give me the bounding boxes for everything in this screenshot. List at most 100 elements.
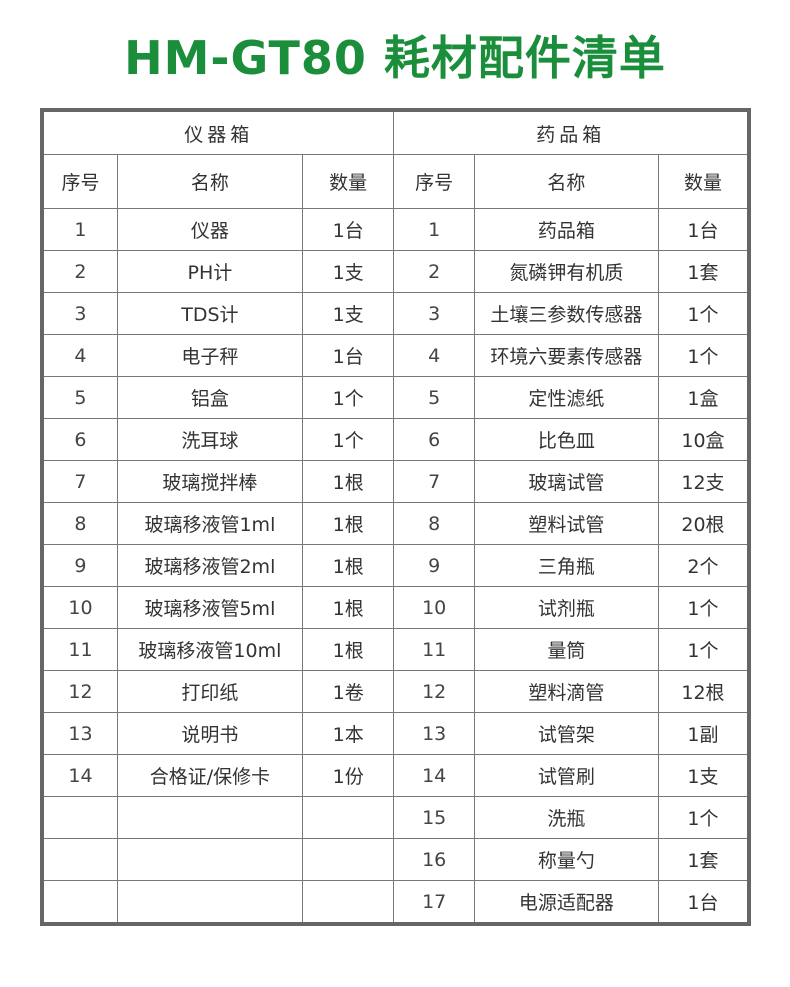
- item-quantity: 1卷: [301, 670, 395, 713]
- item-quantity: 1个: [657, 334, 750, 377]
- item-number: 4: [393, 334, 475, 377]
- column-header-row: 序号 名称 数量 序号 名称 数量: [41, 154, 750, 209]
- item-name: 试管架: [473, 712, 659, 755]
- item-name: 玻璃移液管10ml: [116, 628, 303, 671]
- item-quantity: 10盒: [657, 418, 750, 461]
- table-row: 13 说明书 1本 13 试管架 1副: [41, 712, 750, 755]
- item-name: 说明书: [116, 712, 303, 755]
- item-quantity: 1套: [657, 250, 750, 293]
- item-quantity: 1个: [301, 418, 395, 461]
- item-quantity: 1个: [301, 376, 395, 419]
- item-quantity: 1根: [301, 460, 395, 503]
- table-row: 7 玻璃搅拌棒 1根 7 玻璃试管 12支: [41, 460, 750, 503]
- item-name: 打印纸: [116, 670, 303, 713]
- item-number: 10: [41, 586, 118, 629]
- item-name: 玻璃搅拌棒: [116, 460, 303, 503]
- item-name: TDS计: [116, 292, 303, 335]
- item-name: 电子秤: [116, 334, 303, 377]
- item-number: 6: [41, 418, 118, 461]
- item-name: 三角瓶: [473, 544, 659, 587]
- column-header: 名称: [473, 154, 659, 209]
- item-name: [116, 796, 303, 839]
- item-number: 9: [393, 544, 475, 587]
- item-number: [41, 796, 118, 839]
- item-number: 11: [393, 628, 475, 671]
- item-name: [116, 880, 303, 925]
- item-number: 5: [393, 376, 475, 419]
- item-quantity: 1支: [657, 754, 750, 797]
- item-number: 2: [41, 250, 118, 293]
- item-name: 塑料试管: [473, 502, 659, 545]
- item-name: 合格证/保修卡: [116, 754, 303, 797]
- table-row: 14 合格证/保修卡 1份 14 试管刷 1支: [41, 754, 750, 797]
- table-row: 9 玻璃移液管2ml 1根 9 三角瓶 2个: [41, 544, 750, 587]
- column-header: 序号: [41, 154, 118, 209]
- section-title-reagent-box: 药品箱: [393, 109, 750, 155]
- item-number: 9: [41, 544, 118, 587]
- item-name: 环境六要素传感器: [473, 334, 659, 377]
- item-number: 11: [41, 628, 118, 671]
- page-title: HM-GT80 耗材配件清单: [124, 31, 666, 85]
- item-quantity: 1个: [657, 586, 750, 629]
- item-quantity: 12根: [657, 670, 750, 713]
- item-quantity: 1套: [657, 838, 750, 881]
- table-row: 17 电源适配器 1台: [41, 880, 750, 925]
- item-number: 12: [393, 670, 475, 713]
- item-name: 玻璃移液管1ml: [116, 502, 303, 545]
- item-quantity: 1台: [657, 208, 750, 251]
- item-number: 2: [393, 250, 475, 293]
- item-name: 玻璃移液管2ml: [116, 544, 303, 587]
- item-quantity: 1盒: [657, 376, 750, 419]
- column-header: 序号: [393, 154, 475, 209]
- item-name: 玻璃移液管5ml: [116, 586, 303, 629]
- item-number: 13: [393, 712, 475, 755]
- item-quantity: 1根: [301, 502, 395, 545]
- item-number: 17: [393, 880, 475, 925]
- item-number: 7: [393, 460, 475, 503]
- item-name: 定性滤纸: [473, 376, 659, 419]
- item-name: 比色皿: [473, 418, 659, 461]
- item-name: 仪器: [116, 208, 303, 251]
- item-number: 5: [41, 376, 118, 419]
- item-number: 6: [393, 418, 475, 461]
- column-header: 数量: [657, 154, 750, 209]
- item-quantity: 1支: [301, 292, 395, 335]
- item-name: 铝盒: [116, 376, 303, 419]
- item-name: 电源适配器: [473, 880, 659, 925]
- item-quantity: [301, 880, 395, 925]
- item-number: 3: [41, 292, 118, 335]
- item-name: PH计: [116, 250, 303, 293]
- item-quantity: 1个: [657, 292, 750, 335]
- item-name: 试剂瓶: [473, 586, 659, 629]
- column-header: 数量: [301, 154, 395, 209]
- item-quantity: 1副: [657, 712, 750, 755]
- item-number: 8: [393, 502, 475, 545]
- item-quantity: 1本: [301, 712, 395, 755]
- column-header: 名称: [116, 154, 303, 209]
- item-quantity: 1台: [657, 880, 750, 925]
- item-quantity: 2个: [657, 544, 750, 587]
- item-quantity: 1份: [301, 754, 395, 797]
- item-quantity: 12支: [657, 460, 750, 503]
- item-number: [41, 838, 118, 881]
- table-row: 1 仪器 1台 1 药品箱 1台: [41, 208, 750, 251]
- item-number: 1: [41, 208, 118, 251]
- section-title-instrument-box: 仪器箱: [41, 109, 395, 155]
- item-name: 氮磷钾有机质: [473, 250, 659, 293]
- item-name: 药品箱: [473, 208, 659, 251]
- item-name: 玻璃试管: [473, 460, 659, 503]
- item-number: 15: [393, 796, 475, 839]
- item-name: 洗瓶: [473, 796, 659, 839]
- item-name: 洗耳球: [116, 418, 303, 461]
- item-quantity: 1根: [301, 544, 395, 587]
- item-name: 塑料滴管: [473, 670, 659, 713]
- table-row: 6 洗耳球 1个 6 比色皿 10盒: [41, 418, 750, 461]
- table-row: 10 玻璃移液管5ml 1根 10 试剂瓶 1个: [41, 586, 750, 629]
- item-name: 量筒: [473, 628, 659, 671]
- table-row: 15 洗瓶 1个: [41, 796, 750, 839]
- table-row: 5 铝盒 1个 5 定性滤纸 1盒: [41, 376, 750, 419]
- item-number: 14: [41, 754, 118, 797]
- table-row: 3 TDS计 1支 3 土壤三参数传感器 1个: [41, 292, 750, 335]
- item-quantity: [301, 796, 395, 839]
- table-row: 16 称量勺 1套: [41, 838, 750, 881]
